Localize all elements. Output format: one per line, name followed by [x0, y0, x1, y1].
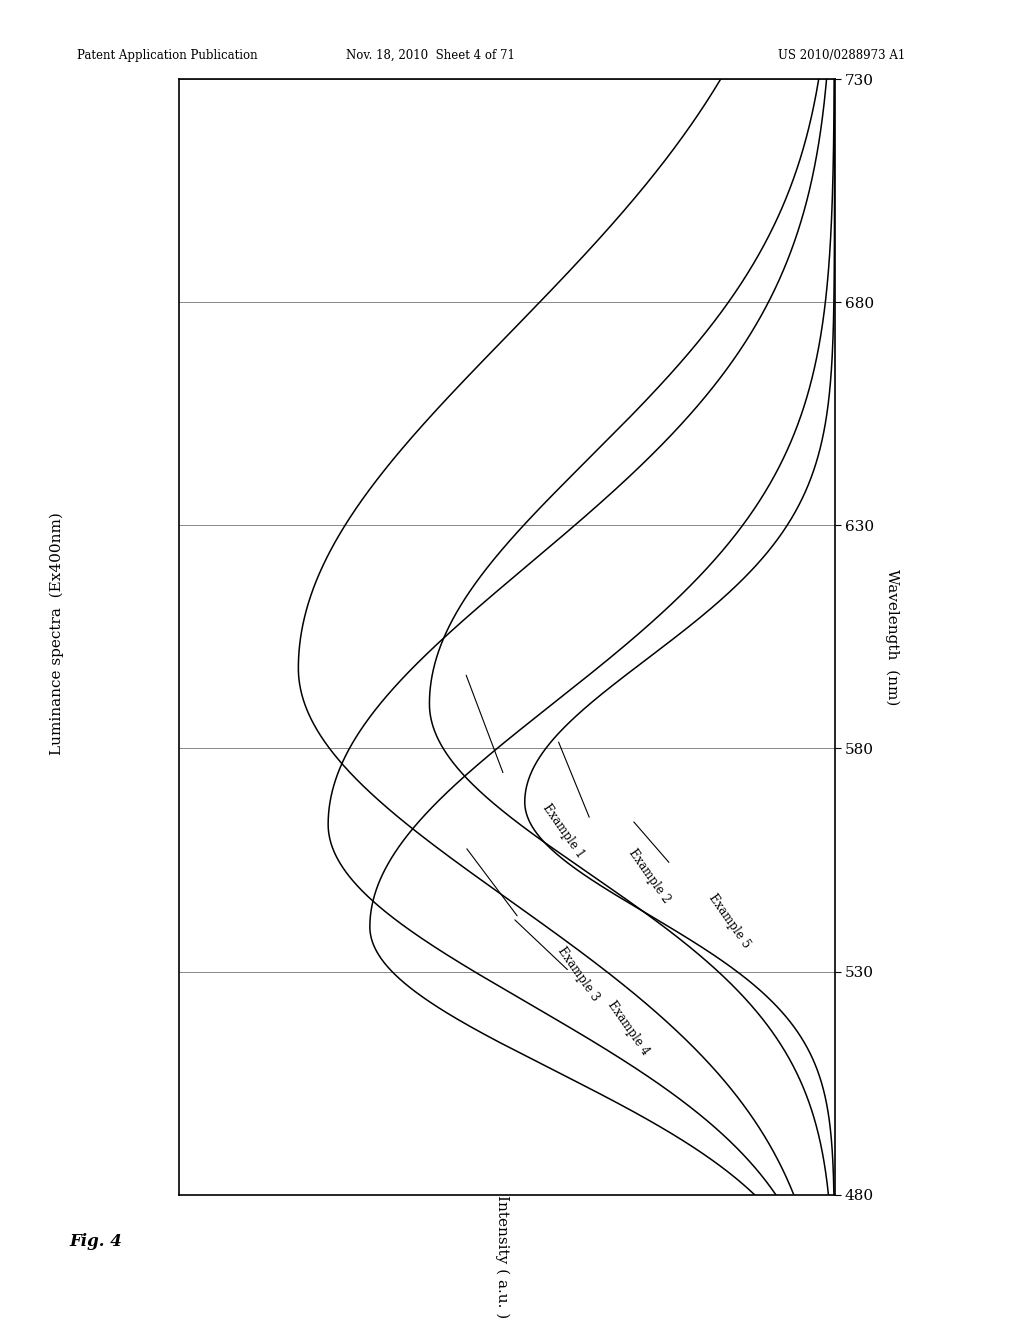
Text: Example 5: Example 5	[707, 891, 754, 950]
Text: Intensity ( a.u. ): Intensity ( a.u. )	[495, 1195, 509, 1319]
Y-axis label: Wavelength  (nm): Wavelength (nm)	[885, 569, 899, 705]
Text: Nov. 18, 2010  Sheet 4 of 71: Nov. 18, 2010 Sheet 4 of 71	[346, 49, 514, 62]
Text: Luminance spectra  (Ex400nm): Luminance spectra (Ex400nm)	[49, 512, 63, 755]
Text: Example 1: Example 1	[540, 803, 587, 861]
Text: Example 3: Example 3	[555, 945, 601, 1003]
Text: Example 2: Example 2	[626, 846, 673, 906]
Text: Fig. 4: Fig. 4	[70, 1233, 123, 1250]
Text: US 2010/0288973 A1: US 2010/0288973 A1	[778, 49, 905, 62]
Text: Patent Application Publication: Patent Application Publication	[77, 49, 257, 62]
Text: Example 4: Example 4	[605, 998, 652, 1057]
